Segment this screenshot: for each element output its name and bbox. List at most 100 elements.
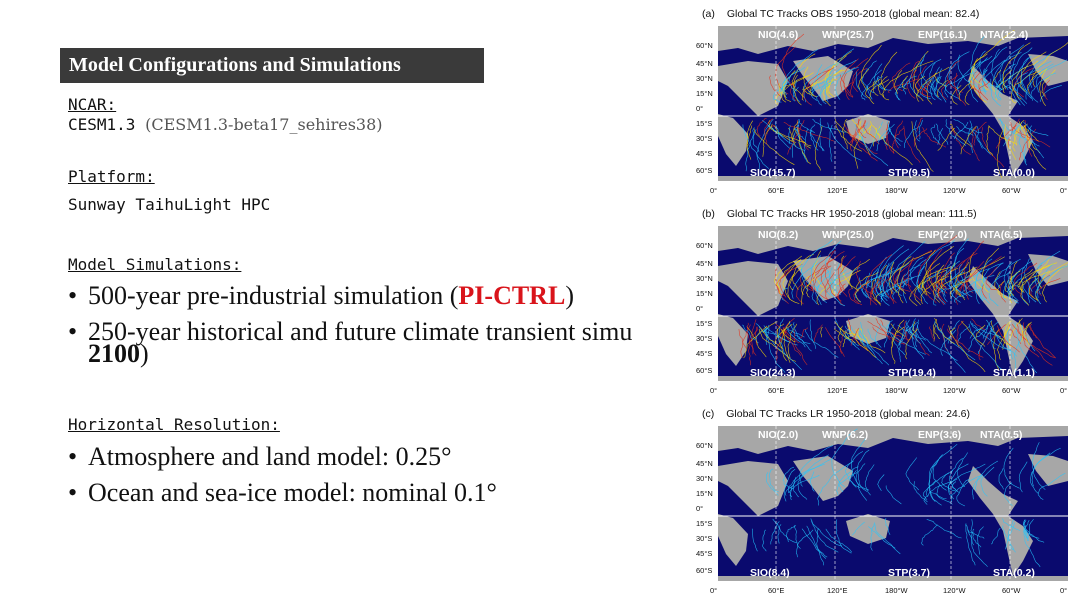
basin-label-nio: NIO(8.2) — [758, 229, 798, 241]
tc-track — [765, 325, 770, 346]
tc-track — [855, 328, 877, 358]
tc-track — [929, 443, 958, 503]
tc-track — [911, 319, 920, 340]
tc-track — [1020, 264, 1050, 306]
basin-label-nta: NTA(0.5) — [980, 429, 1022, 441]
land-mass — [718, 314, 748, 366]
tc-track — [917, 325, 958, 361]
tc-track — [800, 273, 812, 291]
tc-track — [843, 123, 878, 162]
tc-track — [1041, 69, 1056, 97]
land-mass — [1028, 254, 1068, 286]
tc-track — [937, 79, 948, 98]
lat-tick-label: 45°N — [696, 259, 713, 268]
land-mass — [718, 26, 1068, 54]
tc-track — [742, 324, 756, 341]
lat-tick-label: 30°N — [696, 74, 713, 83]
tc-track — [791, 121, 799, 142]
tc-track — [953, 289, 980, 303]
tc-track — [870, 278, 885, 302]
tc-track — [922, 481, 936, 500]
tc-track — [774, 324, 793, 345]
tc-track — [957, 260, 974, 294]
lat-tick-label: 30°S — [696, 534, 713, 543]
tc-track — [827, 51, 852, 89]
tc-track — [918, 119, 923, 140]
tc-track — [780, 328, 796, 343]
tc-track — [902, 273, 912, 288]
tc-track — [1021, 324, 1036, 352]
lat-tick-label: 60°N — [696, 41, 713, 50]
tc-track — [944, 63, 960, 99]
tc-track — [900, 278, 910, 291]
tc-track — [897, 325, 909, 346]
lon-tick-label: 0° — [710, 386, 718, 395]
tc-track — [1010, 278, 1022, 298]
tc-track — [917, 266, 951, 290]
basin-label-sta: STA(1.1) — [993, 367, 1035, 379]
tc-track — [806, 525, 828, 558]
tc-track — [977, 126, 991, 155]
tc-track — [1014, 262, 1038, 296]
tc-track — [982, 73, 989, 89]
tc-track — [981, 127, 1005, 168]
land-mass — [1028, 54, 1068, 86]
tc-track — [850, 438, 868, 492]
tc-track — [872, 80, 879, 96]
tc-track — [965, 260, 985, 300]
lon-tick-label: 60°E — [768, 586, 785, 595]
tc-track — [816, 528, 824, 566]
lat-tick-label: 30°S — [696, 134, 713, 143]
tc-track — [809, 124, 819, 151]
tc-track — [778, 318, 786, 355]
ncar-model-line: CESM1.3 (CESM1.3-beta17_sehires38) — [68, 115, 383, 134]
tc-track — [853, 124, 872, 169]
tc-track — [1012, 119, 1025, 152]
lon-tick-label: 0° — [710, 186, 718, 195]
tc-track — [848, 287, 863, 306]
tc-track — [1003, 447, 1020, 489]
tc-track — [935, 270, 950, 291]
tc-track — [916, 265, 929, 305]
tc-track — [835, 318, 856, 346]
tc-track — [752, 127, 760, 152]
tc-track — [902, 264, 921, 287]
tc-track — [1018, 319, 1030, 346]
tc-track — [858, 120, 871, 156]
tc-track — [947, 320, 960, 344]
tc-track — [851, 521, 865, 536]
tc-track — [834, 321, 850, 340]
lat-tick-label: 60°N — [696, 441, 713, 450]
tc-track — [949, 267, 967, 303]
simulation-item: • 500-year pre-industrial simulation (PI-… — [68, 281, 574, 310]
tc-track — [746, 120, 754, 152]
basin-label-nio: NIO(4.6) — [758, 29, 798, 41]
tc-track — [838, 466, 859, 493]
tc-track — [867, 320, 911, 340]
tc-track — [964, 271, 973, 298]
slide-title: Model Configurations and Simulations — [60, 48, 484, 83]
tc-track — [870, 523, 875, 551]
tc-track — [779, 266, 792, 298]
tc-track — [838, 255, 848, 297]
tc-track — [762, 123, 773, 157]
tc-track — [877, 264, 888, 291]
tc-track — [1037, 472, 1066, 500]
resolution-item: • Atmosphere and land model: 0.25° — [68, 442, 452, 471]
tc-track — [887, 273, 904, 291]
lon-tick-label: 180°W — [885, 586, 908, 595]
tc-track — [810, 255, 822, 293]
lat-tick-label: 30°N — [696, 474, 713, 483]
tc-track — [863, 119, 880, 145]
lon-tick-label: 0° — [710, 586, 718, 595]
tc-track — [1030, 72, 1057, 101]
tc-track — [1002, 518, 1021, 531]
tc-track — [782, 76, 789, 96]
tc-track — [981, 262, 1004, 304]
tc-track — [932, 66, 940, 92]
tc-track — [1003, 124, 1017, 160]
land-mass — [718, 114, 748, 166]
tc-track — [1031, 447, 1061, 487]
tc-track — [780, 287, 788, 302]
tc-track — [911, 60, 925, 96]
